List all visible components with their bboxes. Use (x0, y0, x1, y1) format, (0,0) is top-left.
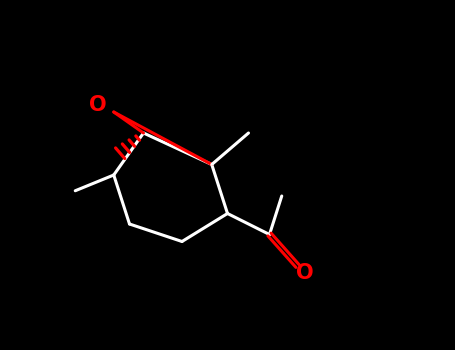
Text: O: O (296, 263, 313, 283)
Text: O: O (89, 95, 107, 115)
